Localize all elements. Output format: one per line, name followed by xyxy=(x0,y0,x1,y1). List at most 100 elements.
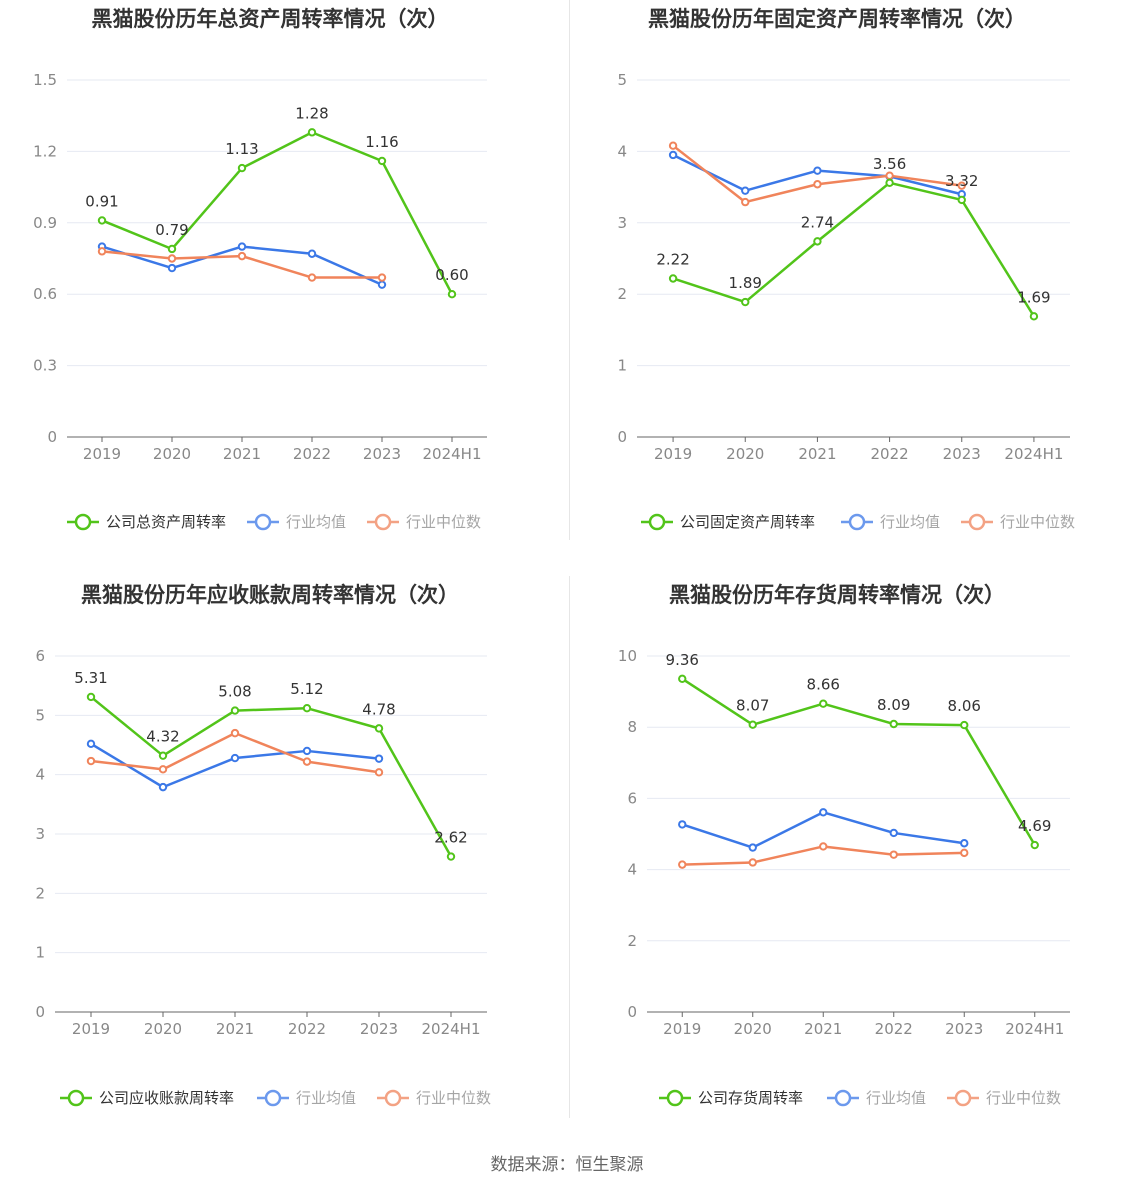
data-point-industry_avg xyxy=(889,828,898,838)
data-point-company xyxy=(819,699,828,708)
data-point-industry_avg xyxy=(748,843,757,852)
y-tick-label: 0.6 xyxy=(33,285,57,303)
x-tick-label: 2022 xyxy=(870,445,908,463)
data-point-industry_median xyxy=(158,765,168,774)
data-label: 2.22 xyxy=(656,250,689,268)
data-point-company xyxy=(230,706,240,715)
x-tick-label: 2020 xyxy=(153,445,191,463)
data-point-industry_median xyxy=(167,254,177,263)
legend-label: 公司总资产周转率 xyxy=(106,513,226,531)
legend-marker-icon xyxy=(254,513,272,531)
x-tick-label: 2021 xyxy=(798,445,836,463)
data-point-industry_median xyxy=(813,180,822,189)
legend-marker-icon xyxy=(666,1089,684,1107)
data-point-industry_median xyxy=(230,728,240,738)
legend-label: 行业中位数 xyxy=(986,1089,1061,1107)
chart-panel-inventory-turnover: 黑猫股份历年存货周转率情况（次） 0 2 4 6 8 10 2019 2020 2021 2022 2… xyxy=(567,576,1134,1152)
y-tick-label: 3 xyxy=(35,825,45,843)
y-tick-label: 3 xyxy=(617,214,627,232)
y-tick-label: 1 xyxy=(617,357,627,375)
y-tick-label: 8 xyxy=(627,718,637,736)
data-point-industry_median xyxy=(889,850,898,859)
data-point-industry_median xyxy=(885,171,894,180)
x-tick-label: 2019 xyxy=(83,445,121,463)
data-label: 8.09 xyxy=(877,696,910,714)
legend-label: 公司应收账款周转率 xyxy=(99,1089,234,1107)
data-point-industry_avg xyxy=(678,820,687,829)
series-line-company xyxy=(681,677,1036,846)
y-tick-label: 0.9 xyxy=(33,214,57,232)
data-label: 0.91 xyxy=(85,192,118,210)
data-point-industry_median xyxy=(678,860,687,869)
y-tick-label: 1.2 xyxy=(33,142,57,160)
data-point-industry_avg xyxy=(230,753,240,763)
data-label: 8.07 xyxy=(736,697,769,715)
y-tick-label: 2 xyxy=(627,932,637,950)
legend-marker-icon xyxy=(67,1089,85,1107)
data-point-industry_median xyxy=(302,757,312,766)
series-line-company xyxy=(672,181,1035,317)
x-tick-label: 2021 xyxy=(804,1020,842,1038)
legend-label: 行业均值 xyxy=(286,513,346,531)
x-tick-label: 2019 xyxy=(654,445,692,463)
y-tick-label: 1 xyxy=(35,944,45,962)
chart-panel-total-asset-turnover: 黑猫股份历年总资产周转率情况（次） 0 0.3 0.6 0.9 1.2 1.5 2019 202… xyxy=(0,0,567,576)
x-tick-label: 2020 xyxy=(726,445,764,463)
legend-label: 行业中位数 xyxy=(1000,513,1075,531)
chart-title: 黑猫股份历年固定资产周转率情况（次） xyxy=(648,7,1026,31)
legend-marker-icon xyxy=(74,513,92,531)
legend-label: 公司固定资产周转率 xyxy=(680,513,815,531)
data-label: 5.08 xyxy=(218,683,251,701)
x-tick-label: 2024H1 xyxy=(422,1020,481,1038)
legend-item-industry_median: 行业中位数 xyxy=(377,1089,491,1107)
legend-label: 行业中位数 xyxy=(406,513,481,531)
data-point-industry_avg xyxy=(741,186,750,195)
data-source-note: 数据来源：恒生聚源 xyxy=(490,1155,644,1175)
x-tick-label: 2023 xyxy=(363,445,401,463)
data-label: 1.69 xyxy=(1017,288,1050,306)
data-point-company xyxy=(960,720,969,730)
y-tick-label: 0 xyxy=(627,1003,637,1021)
y-tick-label: 5 xyxy=(35,706,45,724)
legend-item-industry_avg: 行业均值 xyxy=(841,513,940,531)
data-label: 0.79 xyxy=(155,221,188,239)
data-point-industry_avg xyxy=(302,746,312,756)
x-tick-label: 2021 xyxy=(223,445,261,463)
x-tick-label: 2021 xyxy=(216,1020,254,1038)
y-tick-label: 2 xyxy=(35,884,45,902)
y-tick-label: 5 xyxy=(617,71,627,89)
data-label: 1.28 xyxy=(295,104,328,122)
data-point-company xyxy=(302,704,312,713)
y-tick-label: 6 xyxy=(35,647,45,665)
data-point-industry_median xyxy=(97,247,107,256)
legend-label: 行业均值 xyxy=(866,1089,926,1107)
legend-label: 行业均值 xyxy=(880,513,940,531)
data-point-industry_median xyxy=(957,181,966,190)
data-point-industry_avg xyxy=(86,739,96,749)
data-label: 8.06 xyxy=(948,697,981,715)
data-point-industry_median xyxy=(960,848,969,858)
data-label: 9.36 xyxy=(666,651,699,669)
legend-label: 行业中位数 xyxy=(416,1089,491,1107)
data-point-company xyxy=(237,163,247,173)
chart-title: 黑猫股份历年应收账款周转率情况（次） xyxy=(81,583,459,607)
data-label: 3.56 xyxy=(873,155,906,173)
data-point-industry_median xyxy=(374,768,384,777)
y-tick-label: 4 xyxy=(617,142,627,160)
data-point-industry_avg xyxy=(377,280,387,289)
data-point-company xyxy=(97,216,107,225)
data-label: 1.13 xyxy=(225,140,258,158)
data-point-company xyxy=(885,178,894,188)
data-label: 4.32 xyxy=(146,728,179,746)
data-point-industry_avg xyxy=(374,754,384,763)
legend-item-industry_median: 行业中位数 xyxy=(947,1089,1061,1107)
data-point-company xyxy=(1030,840,1039,850)
legend-item-company: 公司总资产周转率 xyxy=(67,513,226,531)
vertical-divider-top xyxy=(569,0,570,540)
x-tick-label: 2019 xyxy=(72,1020,110,1038)
data-point-industry_median xyxy=(86,756,96,766)
data-label: 5.12 xyxy=(290,680,323,698)
x-tick-label: 2019 xyxy=(663,1020,701,1038)
chart-panel-receivables-turnover: 黑猫股份历年应收账款周转率情况（次） 0 1 2 3 4 5 6 2019 2020 2021 202… xyxy=(0,576,567,1152)
x-tick-label: 2022 xyxy=(288,1020,326,1038)
